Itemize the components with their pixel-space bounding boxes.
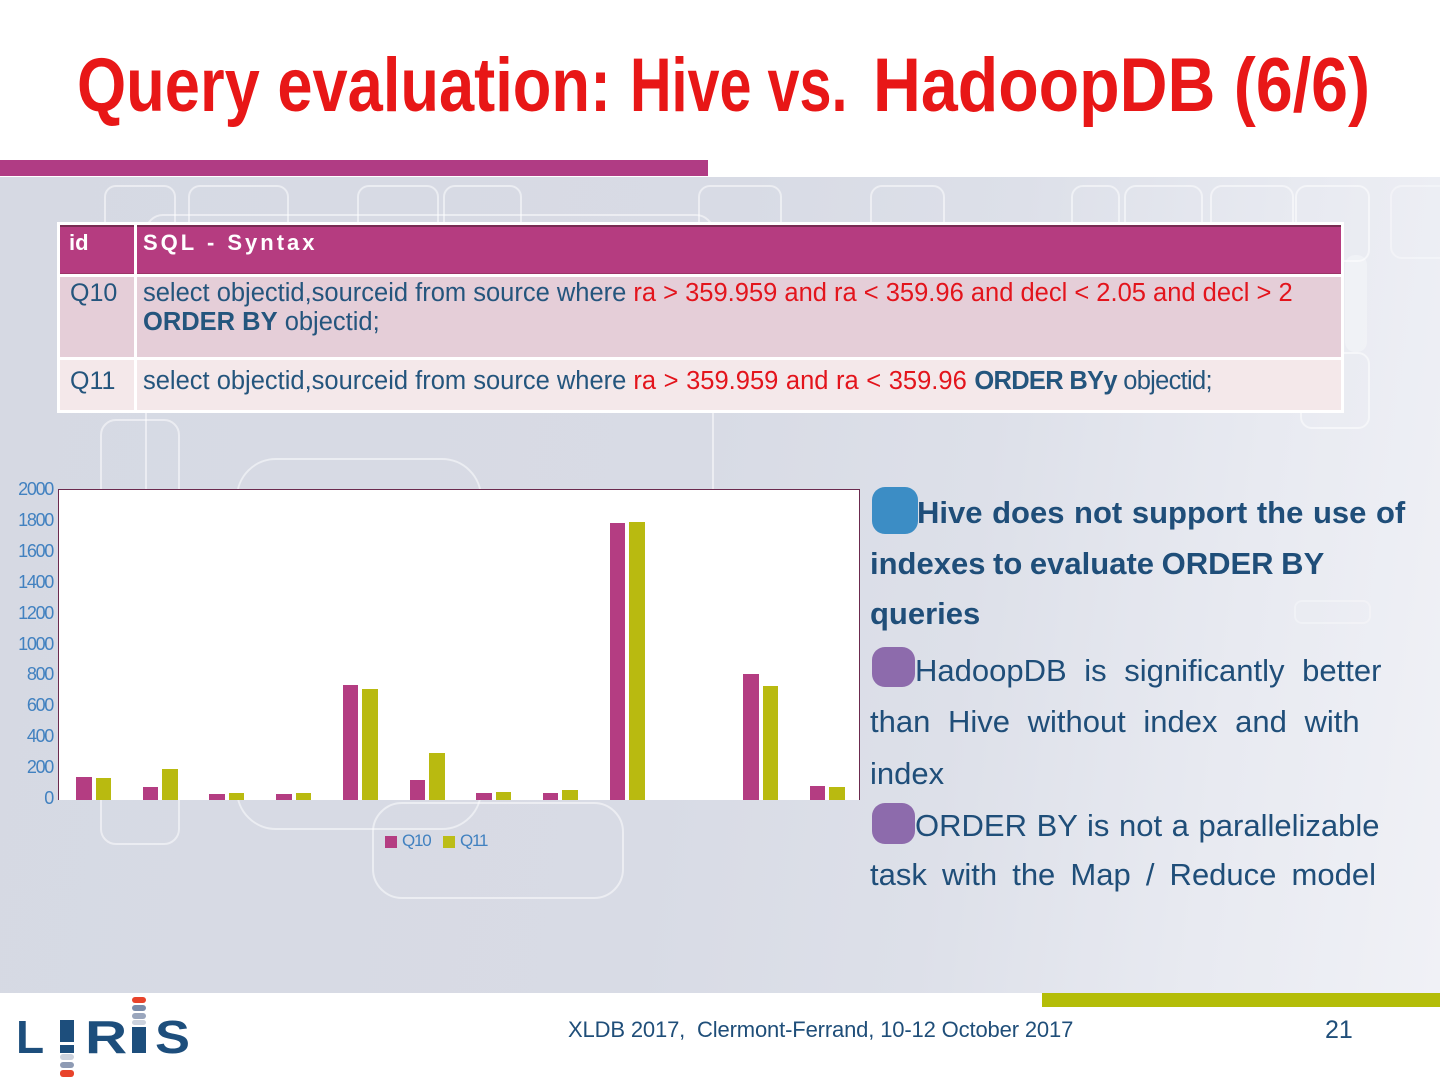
svg-text:R: R <box>85 1012 127 1064</box>
svg-text:L: L <box>16 1011 44 1063</box>
svg-text:S: S <box>155 1012 190 1063</box>
